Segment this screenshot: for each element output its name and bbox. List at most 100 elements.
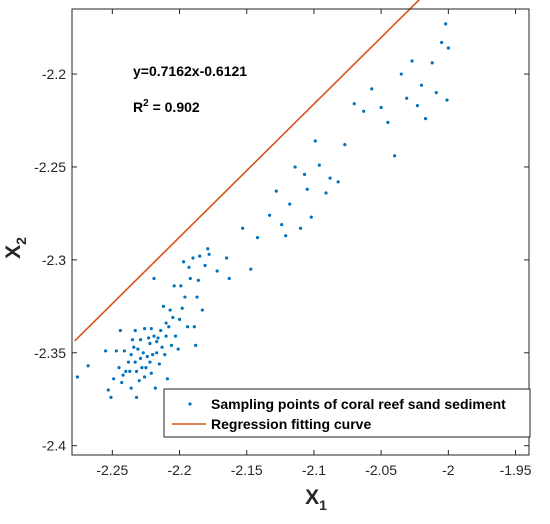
scatter-point <box>133 328 137 333</box>
scatter-point <box>440 40 444 45</box>
scatter-point <box>155 340 159 344</box>
scatter-point <box>134 369 139 373</box>
scatter-point <box>168 308 172 312</box>
scatter-point <box>130 338 135 342</box>
scatter-point <box>446 46 450 50</box>
scatter-point <box>176 347 180 351</box>
legend: Sampling points of coral reef sand sedim… <box>163 388 531 438</box>
scatter-point <box>114 349 118 353</box>
scatter-point <box>161 304 165 308</box>
scatter-point <box>309 215 313 219</box>
scatter-point <box>153 386 157 390</box>
r-squared-value: = 0.902 <box>149 99 200 115</box>
scatter-point <box>336 180 340 184</box>
scatter-point <box>126 360 131 364</box>
legend-scatter-marker <box>188 402 192 406</box>
scatter-point <box>423 117 428 121</box>
scatter-point <box>165 377 170 381</box>
scatter-point <box>305 187 309 191</box>
scatter-point <box>302 172 307 176</box>
scatter-point <box>159 328 163 333</box>
scatter-point <box>160 345 164 349</box>
scatter-point <box>147 336 151 340</box>
x-tick-label: -2.1 <box>302 462 326 478</box>
scatter-point <box>195 295 199 299</box>
scatter-point <box>206 247 210 251</box>
scatter-point <box>405 96 409 100</box>
scatter-point <box>169 343 174 347</box>
scatter-point <box>138 356 143 360</box>
scatter-point <box>362 109 366 113</box>
scatter-point <box>132 345 136 349</box>
scatter-point <box>104 349 108 353</box>
scatter-point <box>129 353 133 357</box>
scatter-point <box>386 120 390 124</box>
scatter-point <box>148 341 152 346</box>
scatter-point <box>215 269 219 273</box>
scatter-point <box>288 202 292 206</box>
scatter-point <box>117 366 121 370</box>
scatter-point <box>137 379 141 383</box>
scatter-point <box>173 334 178 338</box>
scatter-point <box>188 276 192 281</box>
scatter-point <box>106 388 110 392</box>
scatter-point <box>203 263 207 268</box>
scatter-point <box>293 165 297 169</box>
r-squared-superscript: 2 <box>143 98 149 109</box>
legend-label-regression: Regression fitting curve <box>211 416 371 432</box>
scatter-point <box>399 72 403 76</box>
scatter-point <box>419 83 424 87</box>
x-tick-label: -2.05 <box>365 462 397 478</box>
scatter-point <box>129 386 133 390</box>
scatter-point <box>317 163 321 167</box>
scatter-point <box>157 362 161 366</box>
x-axis-label: X1 <box>305 486 327 513</box>
scatter-point <box>120 380 124 385</box>
scatter-point <box>118 328 122 333</box>
x-axis-label-subscript: 1 <box>319 497 327 513</box>
scatter-point <box>145 354 149 359</box>
scatter-point <box>133 360 137 364</box>
scatter-point <box>148 360 152 364</box>
regression-line <box>74 0 421 342</box>
scatter-point <box>181 260 186 264</box>
scatter-point <box>328 176 332 180</box>
scatter-point <box>192 325 196 329</box>
y-tick-label: -2.35 <box>34 345 66 361</box>
scatter-point <box>140 366 144 370</box>
scatter-point <box>152 334 156 338</box>
scatter-point <box>128 369 132 373</box>
scatter-point <box>445 98 449 102</box>
scatter-point <box>149 371 153 375</box>
scatter-point <box>227 276 231 281</box>
scatter-point <box>379 105 383 110</box>
scatter-point <box>196 278 200 282</box>
axis-ticks: -2.25 -2.2 -2.15 -2.1 -2.05 -2 -1.95 -2.4 -2.35 -… <box>34 9 532 478</box>
scatter-point <box>138 338 143 342</box>
scatter-point <box>136 347 140 351</box>
y-axis-label-subscript: 2 <box>13 237 29 245</box>
scatter-point <box>224 256 229 260</box>
legend-label-scatter: Sampling points of coral reef sand sedim… <box>211 396 506 412</box>
scatter-point <box>267 213 272 217</box>
scatter-point <box>172 284 176 288</box>
scatter-point <box>194 343 198 347</box>
scatter-point <box>163 353 167 357</box>
y-tick-label: -2.4 <box>42 438 66 454</box>
scatter-point <box>255 235 260 240</box>
scatter-point <box>187 265 191 269</box>
scatter-point <box>274 189 278 193</box>
y-tick-label: -2.25 <box>34 159 66 175</box>
scatter-point <box>298 226 303 230</box>
r-squared-letter: R <box>133 99 143 115</box>
scatter-point <box>122 349 127 353</box>
x-tick-label: -2.2 <box>167 462 191 478</box>
scatter-point <box>200 308 204 312</box>
x-tick-label: -1.95 <box>500 462 532 478</box>
scatter-point <box>207 252 211 256</box>
scatter-point <box>156 336 160 340</box>
scatter-point <box>185 325 190 329</box>
scatter-point <box>151 353 155 357</box>
x-tick-label: -2 <box>442 462 455 478</box>
x-tick-label: -2.15 <box>231 462 263 478</box>
